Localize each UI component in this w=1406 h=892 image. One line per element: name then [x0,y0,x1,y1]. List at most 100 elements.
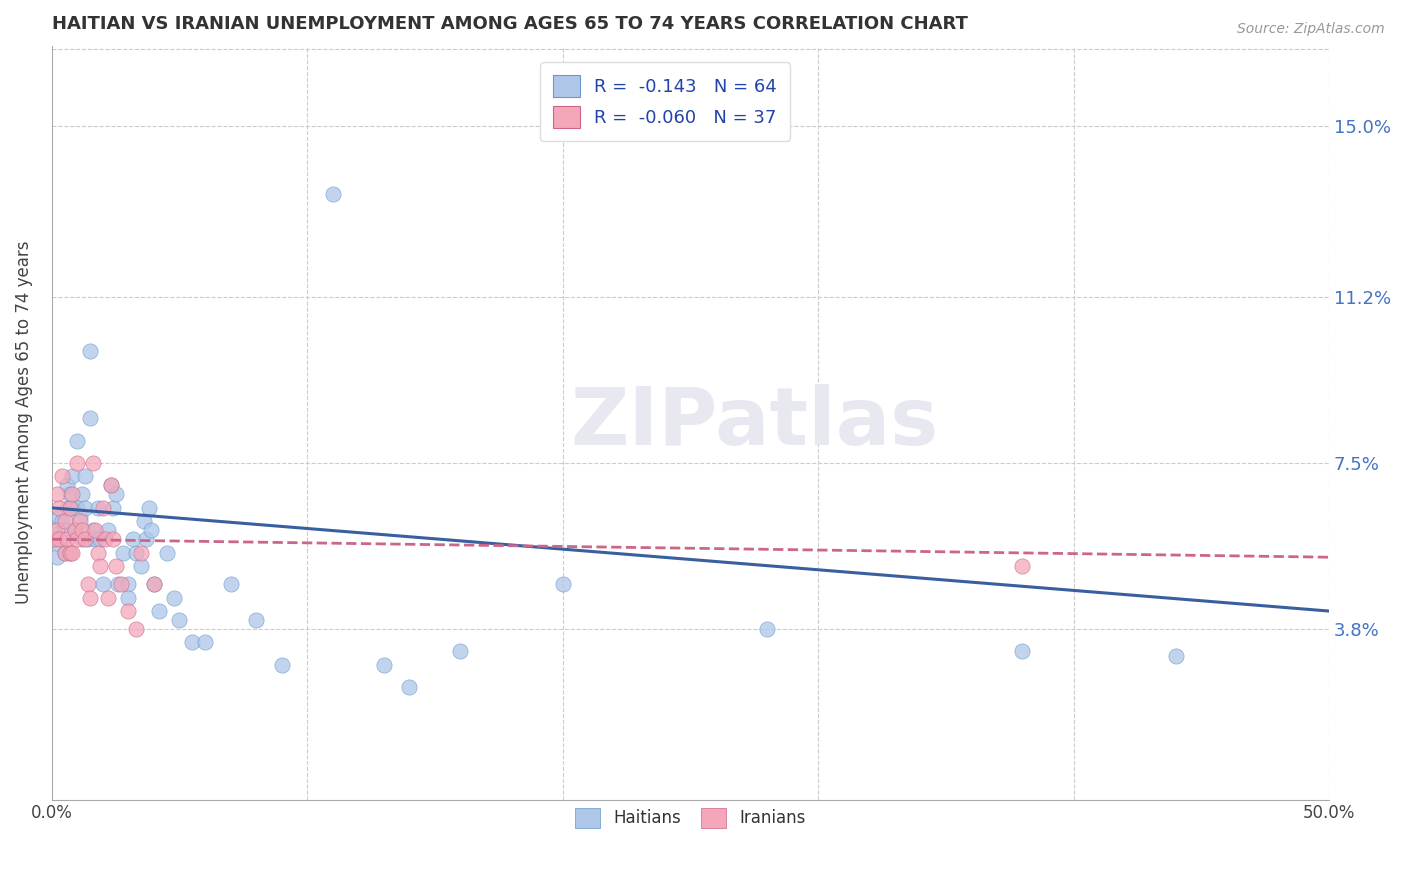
Point [51,514,73,528]
Point [122,533,145,547]
Text: Source: ZipAtlas.com: Source: ZipAtlas.com [1237,22,1385,37]
Point [110,577,132,591]
Point [53,546,76,560]
Point [51,533,73,547]
Point [53,546,76,560]
Point [125,546,148,560]
Point [101,533,124,547]
Point [66,434,89,448]
Point [51,469,73,483]
Point [141,523,163,537]
Point [53,514,76,528]
Point [756,622,779,636]
Point [73,469,96,483]
Point [63,523,86,537]
Point [117,604,139,618]
Point [48,537,70,551]
Point [79,411,101,425]
Point [398,681,420,695]
Point [60,500,83,515]
Point [66,500,89,515]
Point [69,509,91,524]
Point [1011,559,1033,574]
Point [66,533,89,547]
Point [72,523,94,537]
Point [56,533,79,547]
Point [97,523,120,537]
Point [48,533,70,547]
Text: HAITIAN VS IRANIAN UNEMPLOYMENT AMONG AGES 65 TO 74 YEARS CORRELATION CHART: HAITIAN VS IRANIAN UNEMPLOYMENT AMONG AG… [52,15,967,33]
Point [59,546,82,560]
Point [66,456,89,470]
Point [322,186,344,201]
Point [79,591,101,605]
Point [82,456,104,470]
Point [107,577,129,591]
Point [48,500,70,515]
Point [163,591,186,605]
Point [44,533,66,547]
Point [142,577,165,591]
Point [79,343,101,358]
Point [87,500,110,515]
Point [69,514,91,528]
Point [148,604,170,618]
Point [125,622,148,636]
Point [84,523,107,537]
Point [72,487,94,501]
Point [112,546,135,560]
Point [56,478,79,492]
Point [87,546,110,560]
Point [101,500,124,515]
Point [132,514,155,528]
Point [45,533,67,547]
Point [194,635,217,649]
Point [129,559,152,574]
Point [117,591,139,605]
Point [60,487,83,501]
Point [104,559,127,574]
Point [48,509,70,524]
Y-axis label: Unemployment Among Ages 65 to 74 years: Unemployment Among Ages 65 to 74 years [15,241,32,605]
Point [45,523,67,537]
Point [181,635,204,649]
Point [53,523,76,537]
Point [1164,648,1187,663]
Point [551,577,574,591]
Point [138,500,160,515]
Text: ZIPatlas: ZIPatlas [569,384,938,461]
Point [89,533,111,547]
Point [1011,644,1033,658]
Point [270,657,292,672]
Point [45,550,67,565]
Point [72,533,94,547]
Point [60,469,83,483]
Point [94,533,117,547]
Point [245,613,267,627]
Point [450,644,472,658]
Point [73,533,96,547]
Point [63,523,86,537]
Point [44,523,66,537]
Point [59,487,82,501]
Point [91,500,114,515]
Point [59,500,82,515]
Point [60,546,83,560]
Point [82,523,104,537]
Point [135,533,157,547]
Legend: Haitians, Iranians: Haitians, Iranians [567,799,814,837]
Point [91,577,114,591]
Point [100,478,122,492]
Point [76,533,98,547]
Point [97,591,120,605]
Point [219,577,242,591]
Point [142,577,165,591]
Point [76,577,98,591]
Point [59,546,82,560]
Point [169,613,191,627]
Point [117,577,139,591]
Point [56,500,79,515]
Point [104,487,127,501]
Point [84,533,107,547]
Point [89,559,111,574]
